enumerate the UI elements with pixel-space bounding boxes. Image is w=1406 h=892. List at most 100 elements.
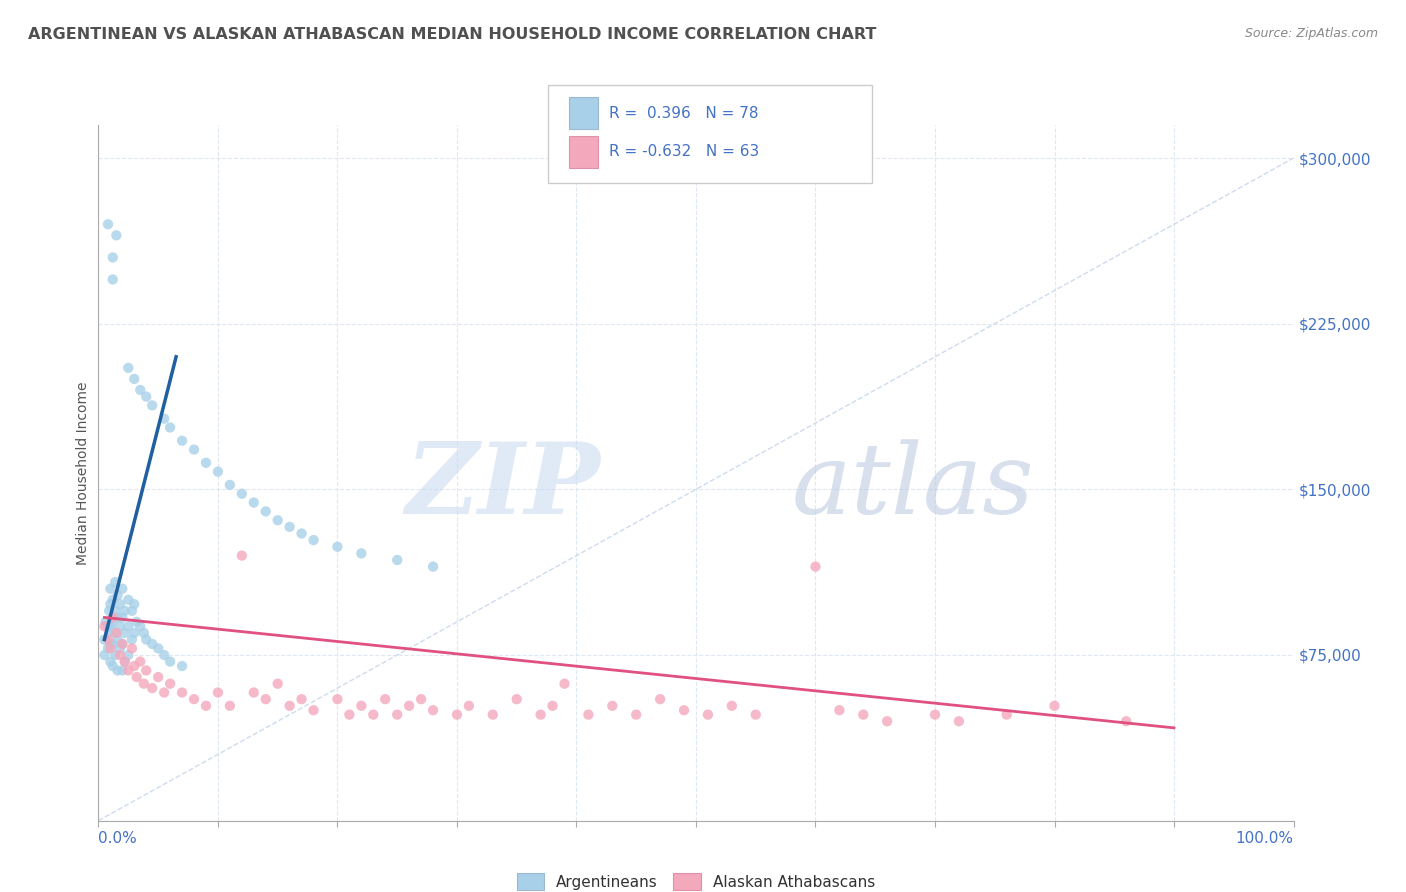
Point	[121, 641, 143, 656]
Point	[111, 637, 134, 651]
Point	[125, 615, 148, 629]
Point	[422, 703, 444, 717]
Point	[117, 664, 139, 678]
Point	[124, 372, 146, 386]
Point	[673, 703, 696, 717]
Point	[117, 360, 139, 375]
Point	[129, 619, 152, 633]
Point	[125, 670, 148, 684]
Point	[97, 217, 120, 231]
Point	[721, 698, 744, 713]
Point	[124, 626, 146, 640]
Point	[108, 641, 131, 656]
Point	[98, 655, 122, 669]
Point	[411, 692, 433, 706]
Point	[529, 707, 551, 722]
Point	[98, 637, 122, 651]
Point	[172, 659, 194, 673]
Point	[101, 251, 124, 265]
Point	[231, 487, 253, 501]
Point	[107, 610, 129, 624]
Point	[105, 626, 128, 640]
Point	[745, 707, 768, 722]
Point	[111, 637, 134, 651]
Text: atlas: atlas	[792, 439, 1035, 534]
Point	[135, 390, 157, 404]
Point	[183, 692, 205, 706]
Point	[107, 588, 129, 602]
Point	[541, 698, 564, 713]
Point	[141, 681, 163, 695]
Point	[124, 597, 146, 611]
Point	[97, 619, 120, 633]
Text: R =  0.396   N = 78: R = 0.396 N = 78	[609, 106, 758, 120]
Text: 0.0%: 0.0%	[98, 831, 138, 846]
Legend: Argentineans, Alaskan Athabascans: Argentineans, Alaskan Athabascans	[510, 867, 882, 892]
Point	[267, 676, 290, 690]
Point	[141, 398, 163, 412]
Point	[104, 604, 127, 618]
Point	[135, 664, 157, 678]
Point	[111, 664, 134, 678]
Point	[374, 692, 396, 706]
Point	[290, 526, 312, 541]
Text: Source: ZipAtlas.com: Source: ZipAtlas.com	[1244, 27, 1378, 40]
Point	[153, 648, 176, 662]
Point	[267, 513, 290, 527]
Point	[254, 504, 277, 518]
Point	[98, 626, 121, 640]
Point	[1043, 698, 1066, 713]
Point	[117, 619, 139, 633]
Point	[207, 465, 229, 479]
Point	[995, 707, 1018, 722]
Point	[398, 698, 420, 713]
Point	[385, 707, 409, 722]
Point	[948, 714, 970, 729]
Point	[804, 559, 827, 574]
Point	[107, 664, 129, 678]
Point	[219, 698, 242, 713]
Point	[101, 615, 124, 629]
Point	[97, 641, 120, 656]
Point	[363, 707, 385, 722]
Point	[302, 703, 325, 717]
Point	[481, 707, 505, 722]
Y-axis label: Median Household Income: Median Household Income	[76, 381, 90, 565]
Point	[101, 592, 124, 607]
Point	[108, 619, 131, 633]
Point	[350, 698, 373, 713]
Point	[114, 655, 136, 669]
Point	[159, 676, 181, 690]
Point	[876, 714, 898, 729]
Point	[153, 411, 176, 425]
Point	[422, 559, 444, 574]
Point	[231, 549, 253, 563]
Point	[121, 604, 143, 618]
Point	[93, 648, 115, 662]
Point	[117, 592, 139, 607]
Point	[132, 676, 155, 690]
Point	[153, 685, 176, 699]
Point	[350, 546, 373, 560]
Point	[114, 655, 136, 669]
Point	[101, 637, 124, 651]
Point	[254, 692, 277, 706]
Point	[148, 670, 170, 684]
Point	[194, 698, 217, 713]
Text: ZIP: ZIP	[405, 439, 600, 535]
Point	[105, 228, 128, 243]
Point	[98, 597, 122, 611]
Point	[278, 520, 301, 534]
Point	[129, 383, 152, 397]
Point	[446, 707, 468, 722]
Point	[243, 495, 266, 509]
Point	[135, 632, 157, 647]
Point	[828, 703, 851, 717]
Point	[124, 659, 146, 673]
Point	[141, 637, 163, 651]
Point	[114, 604, 136, 618]
Point	[243, 685, 266, 699]
Point	[98, 582, 122, 596]
Point	[326, 540, 349, 554]
Point	[107, 632, 129, 647]
